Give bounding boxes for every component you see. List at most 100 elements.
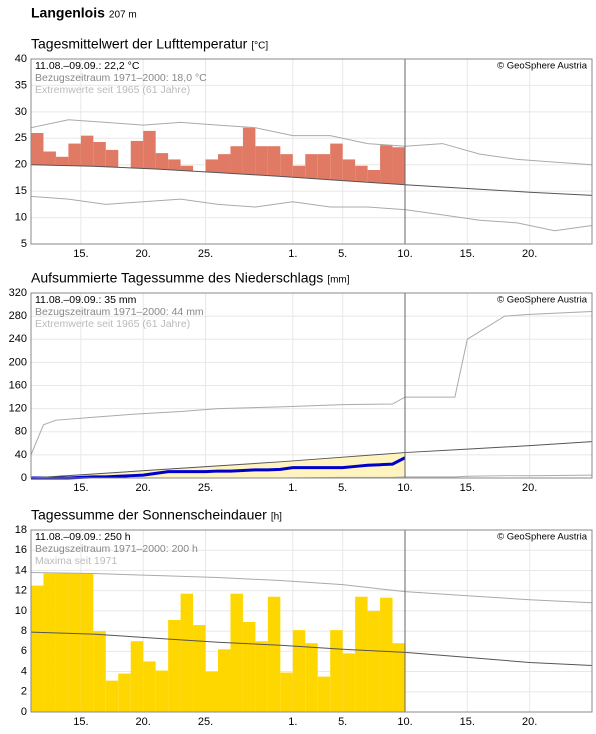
temperature-bar — [131, 141, 143, 168]
temperature-bar — [368, 170, 380, 183]
unit: [h] — [271, 512, 282, 523]
sunshine-bar — [293, 630, 305, 712]
y-tick-label: 12 — [15, 585, 27, 597]
temperature-bar — [318, 154, 330, 179]
sunshine-bar — [131, 641, 143, 712]
y-tick-label: 80 — [15, 426, 27, 438]
legend-entry: Extremwerte seit 1965 (61 Jahre) — [35, 318, 190, 330]
sunshine-bar — [168, 620, 180, 712]
elevation: 207 m — [109, 10, 137, 21]
y-tick-label: 120 — [9, 403, 27, 415]
y-tick-label: 20 — [15, 159, 27, 171]
sunshine-bar — [230, 594, 242, 712]
legend-entry: Extremwerte seit 1965 (61 Jahre) — [35, 84, 190, 96]
sunshine-bar — [243, 622, 255, 712]
temperature-bar — [168, 159, 180, 170]
x-tick-label: 15. — [460, 716, 475, 728]
temperature-bar — [143, 131, 155, 169]
sunshine-bar — [330, 630, 342, 712]
legend-entry: Bezugszeitraum 1971–2000: 44 mm — [35, 306, 204, 318]
copyright: © GeoSphere Austria — [497, 532, 588, 543]
x-tick-label: 10. — [397, 248, 412, 260]
temperature-bar — [305, 154, 317, 178]
temperature-bar — [56, 157, 68, 166]
y-tick-label: 14 — [15, 564, 27, 576]
temperature-bar — [156, 153, 168, 169]
sunshine-bar — [368, 611, 380, 712]
x-tick-label: 5. — [338, 248, 347, 260]
sunshine-bar — [343, 653, 355, 712]
legend-entry: 11.08.–09.09.: 35 mm — [35, 294, 137, 306]
temperature-bar — [255, 146, 267, 175]
legend-entry: 11.08.–09.09.: 22,2 °C — [35, 60, 140, 72]
legend-entry: 11.08.–09.09.: 250 h — [35, 531, 131, 543]
y-tick-label: 16 — [15, 544, 27, 556]
x-tick-label: 15. — [460, 482, 475, 494]
y-tick-label: 35 — [15, 79, 27, 91]
legend-entry: Maxima seit 1971 — [35, 555, 117, 567]
temperature-bar — [330, 144, 342, 181]
y-tick-label: 5 — [21, 238, 27, 250]
temperature-bar — [206, 159, 218, 172]
x-tick-label: 20. — [522, 482, 537, 494]
y-tick-label: 15 — [15, 185, 27, 197]
x-tick-label: 5. — [338, 716, 347, 728]
legend-entry: Bezugszeitraum 1971–2000: 18,0 °C — [35, 72, 207, 84]
unit: [°C] — [251, 41, 268, 52]
temperature-bar — [343, 159, 355, 181]
x-tick-label: 1. — [288, 248, 297, 260]
sunshine-bar — [68, 573, 80, 712]
sunshine-bar — [268, 597, 280, 712]
y-tick-label: 160 — [9, 379, 27, 391]
y-tick-label: 30 — [15, 106, 27, 118]
temperature-bar — [68, 144, 80, 166]
y-tick-label: 2 — [21, 686, 27, 698]
temperature-bar — [218, 154, 230, 173]
temperature-bar — [393, 147, 405, 184]
copyright: © GeoSphere Austria — [497, 295, 588, 306]
y-tick-label: 18 — [15, 524, 27, 536]
sunshine-bar — [218, 649, 230, 712]
sunshine-bar — [355, 597, 367, 712]
sunshine-bar — [380, 598, 392, 712]
sunshine-bar — [393, 643, 405, 712]
sunshine-bar — [181, 594, 193, 712]
sunshine-bar — [31, 586, 43, 712]
y-tick-label: 8 — [21, 625, 27, 637]
x-tick-label: 20. — [136, 482, 151, 494]
sunshine-bar — [81, 573, 93, 712]
y-tick-label: 10 — [15, 605, 27, 617]
x-tick-label: 25. — [198, 482, 213, 494]
copyright: © GeoSphere Austria — [497, 61, 588, 72]
sunshine-bar — [93, 631, 105, 712]
sunshine-bar — [318, 677, 330, 712]
sunshine-bar — [280, 673, 292, 712]
sunshine-bar — [305, 643, 317, 712]
temperature-bar — [93, 142, 105, 167]
sunshine-bar — [106, 681, 118, 712]
y-tick-label: 10 — [15, 211, 27, 223]
legend-entry: Bezugszeitraum 1971–2000: 200 h — [35, 543, 198, 555]
temperature-bar — [81, 136, 93, 166]
sunshine-bar — [193, 625, 205, 712]
temperature-bar — [243, 128, 255, 175]
x-tick-label: 15. — [73, 248, 88, 260]
y-tick-label: 4 — [21, 665, 27, 677]
temperature-bar — [43, 152, 55, 166]
temperature-bar — [355, 166, 367, 182]
sunshine-bar — [206, 672, 218, 712]
sunshine-bar — [255, 641, 267, 712]
chart-title: Tagessumme der Sonnenscheindauer — [31, 507, 267, 523]
sunshine-bar — [118, 674, 130, 712]
x-tick-label: 5. — [338, 482, 347, 494]
sunshine-bar — [143, 661, 155, 712]
x-tick-label: 25. — [198, 248, 213, 260]
x-tick-label: 15. — [73, 716, 88, 728]
temperature-bar — [293, 166, 305, 178]
station: Langenlois — [31, 5, 105, 21]
x-tick-label: 20. — [136, 716, 151, 728]
sunshine-bar — [56, 573, 68, 712]
y-tick-label: 0 — [21, 472, 27, 484]
temperature-bar — [230, 146, 242, 174]
